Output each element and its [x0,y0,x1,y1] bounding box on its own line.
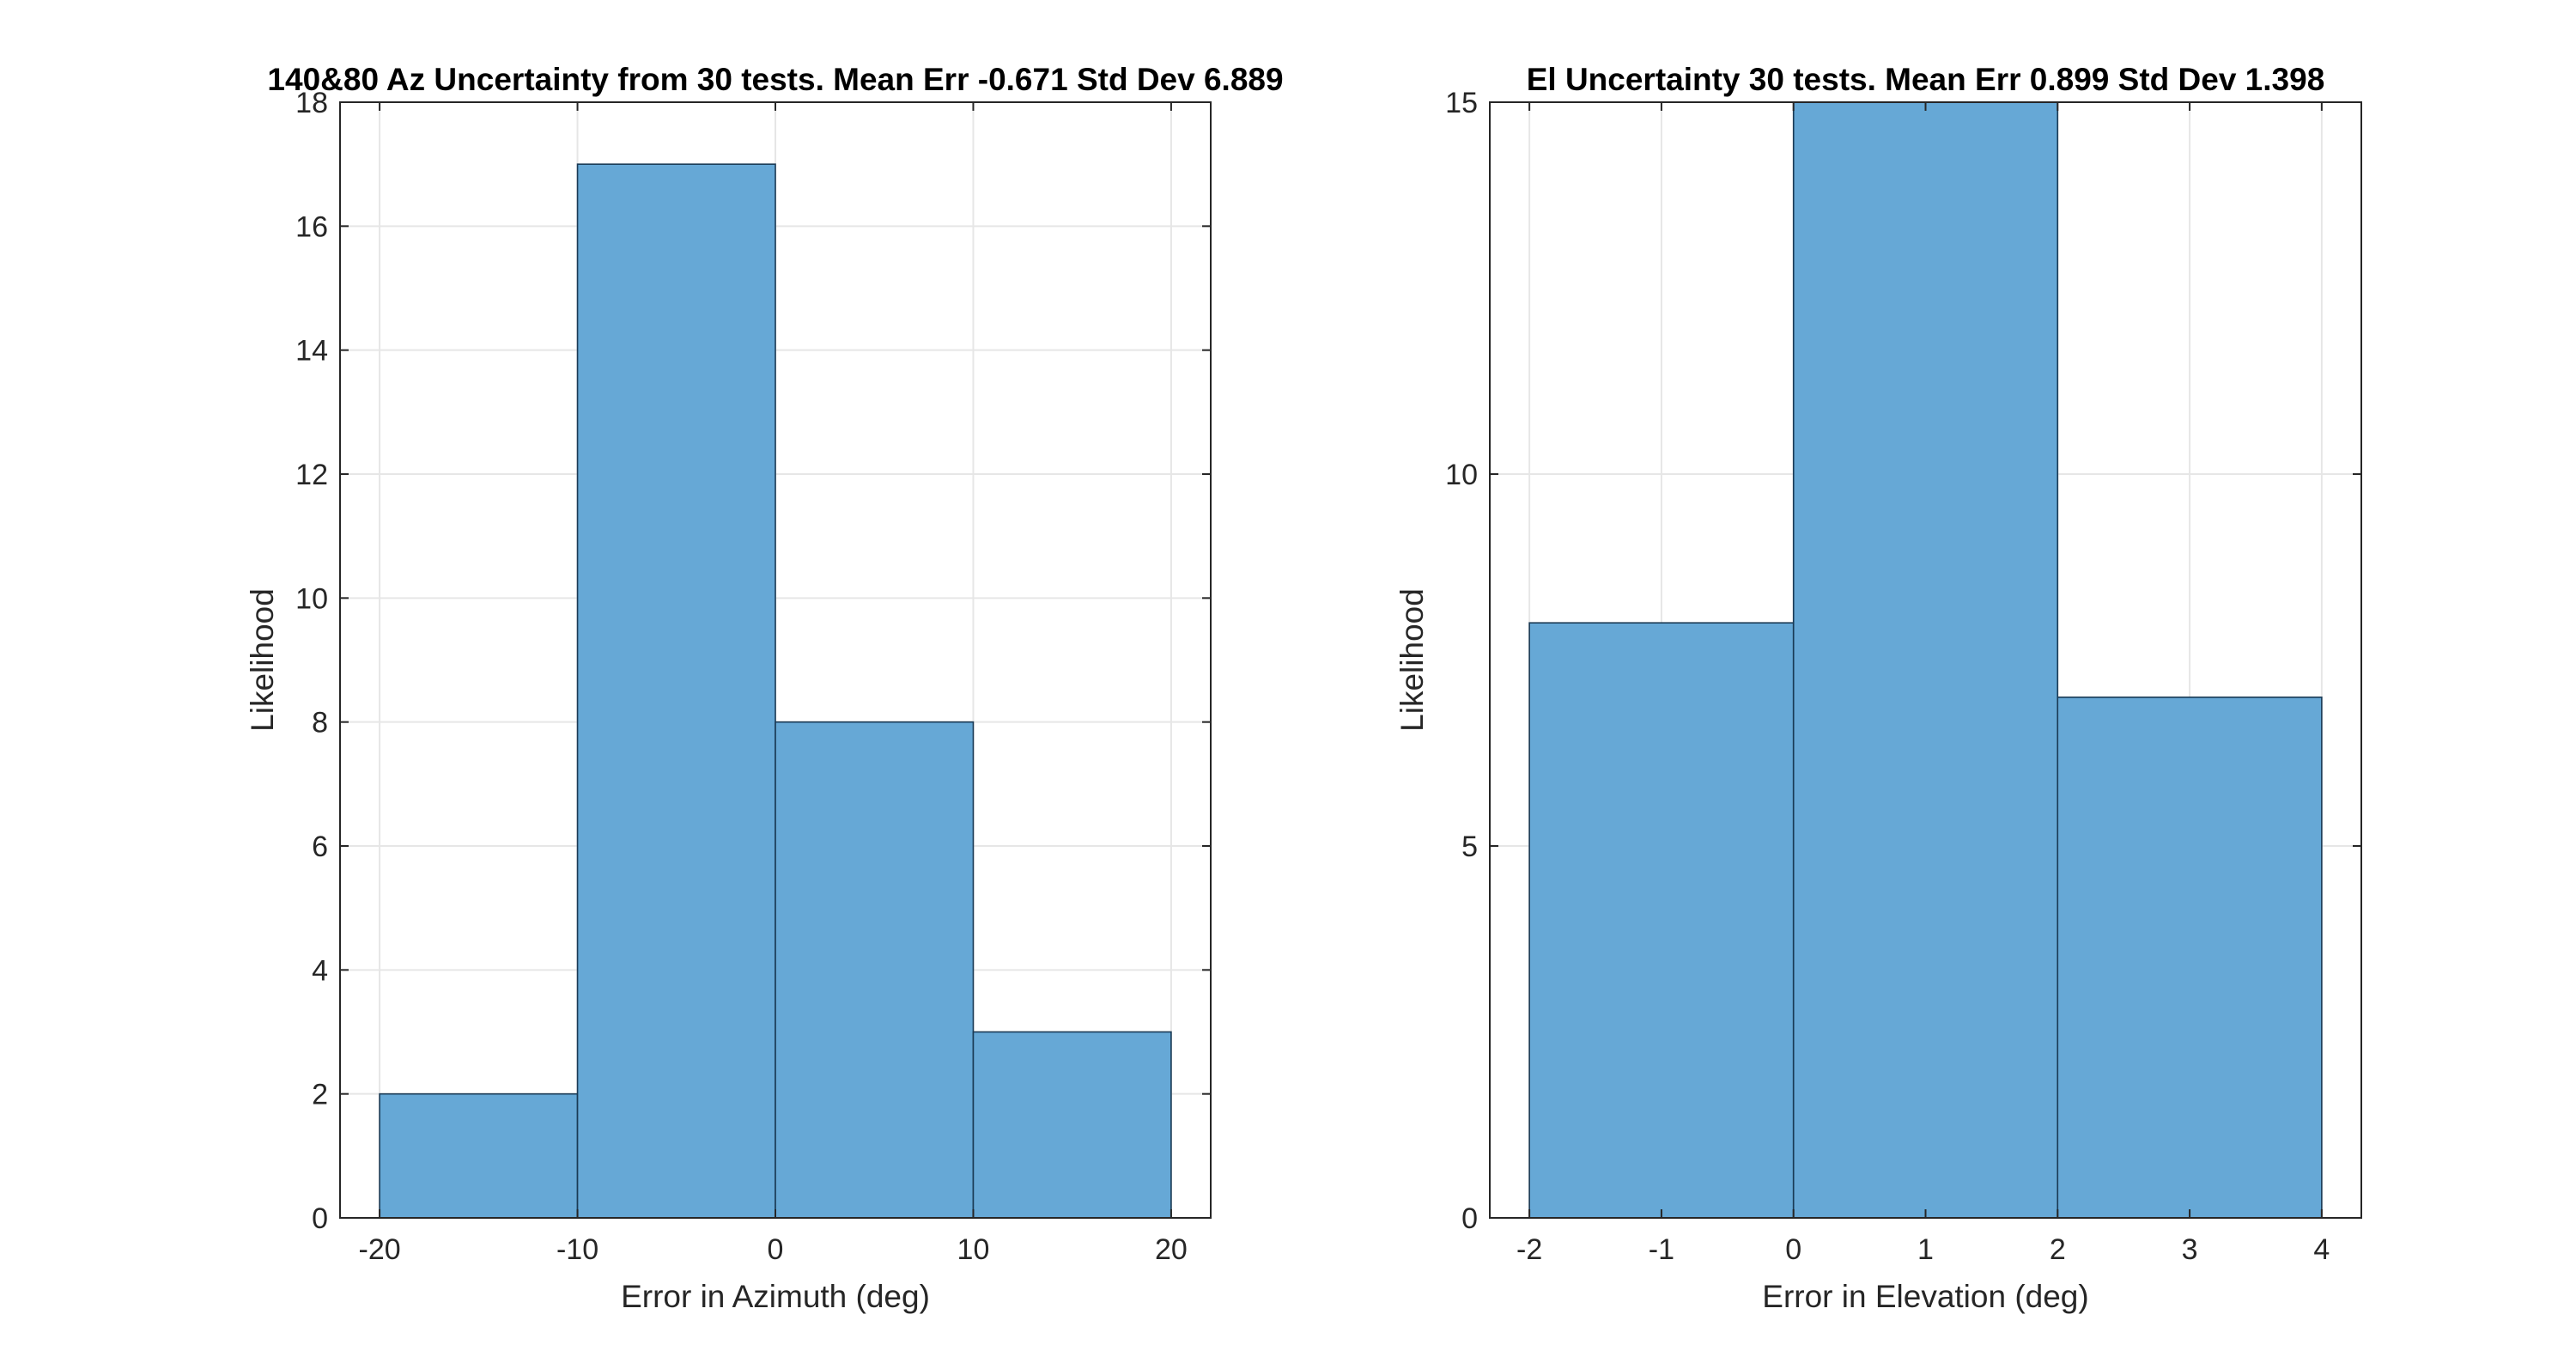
y-tick-label: 10 [295,582,328,615]
y-tick-label: 10 [1445,459,1478,491]
x-tick-label: 3 [2182,1233,2198,1266]
y-tick-label: 12 [295,459,328,491]
y-tick-label: 4 [312,954,328,987]
x-tick-label: 10 [957,1233,990,1266]
histogram-bar [1528,622,1795,1219]
y-axis-label: Likelihood [1394,588,1430,732]
x-axis-label: Error in Azimuth (deg) [621,1279,930,1314]
x-tick-label: -20 [359,1233,401,1266]
x-tick-label: -2 [1516,1233,1542,1266]
y-tick-label: 18 [295,87,328,119]
histogram-bar [379,1092,579,1219]
x-tick-label: 1 [1917,1233,1934,1266]
histogram-bar [576,163,776,1219]
y-axis-label: Likelihood [245,588,280,732]
x-tick-label: 20 [1155,1233,1188,1266]
x-tick-label: -10 [556,1233,598,1266]
histogram-bar [775,721,975,1219]
y-tick-label: 8 [312,707,328,739]
y-tick-label: 16 [295,210,328,243]
elevation-histogram-panel: -2 -1 0 1 2 3 4 0 5 10 15 El Uncertainty 30 tests. … [1394,62,2362,1314]
y-tick-label: 0 [1461,1202,1478,1235]
x-axis-label: Error in Elevation (deg) [1762,1279,2088,1314]
y-tick-label: 2 [312,1079,328,1111]
histogram-bar [972,1031,1172,1219]
y-tick-label: 0 [312,1202,328,1235]
histogram-bar [1792,101,2059,1219]
x-tick-label: 2 [2050,1233,2066,1266]
chart-title: El Uncertainty 30 tests. Mean Err 0.899 … [1527,62,2325,97]
y-tick-label: 15 [1445,87,1478,119]
y-tick-label: 6 [312,831,328,863]
x-tick-label: 4 [2313,1233,2330,1266]
histogram-bar [2057,696,2323,1219]
y-tick-label: 5 [1461,831,1478,863]
x-tick-label: 0 [1785,1233,1801,1266]
y-tick-label: 14 [295,335,328,368]
x-tick-label: 0 [768,1233,784,1266]
chart-title: 140&80 Az Uncertainty from 30 tests. Mea… [267,62,1283,97]
x-tick-label: -1 [1649,1233,1674,1266]
